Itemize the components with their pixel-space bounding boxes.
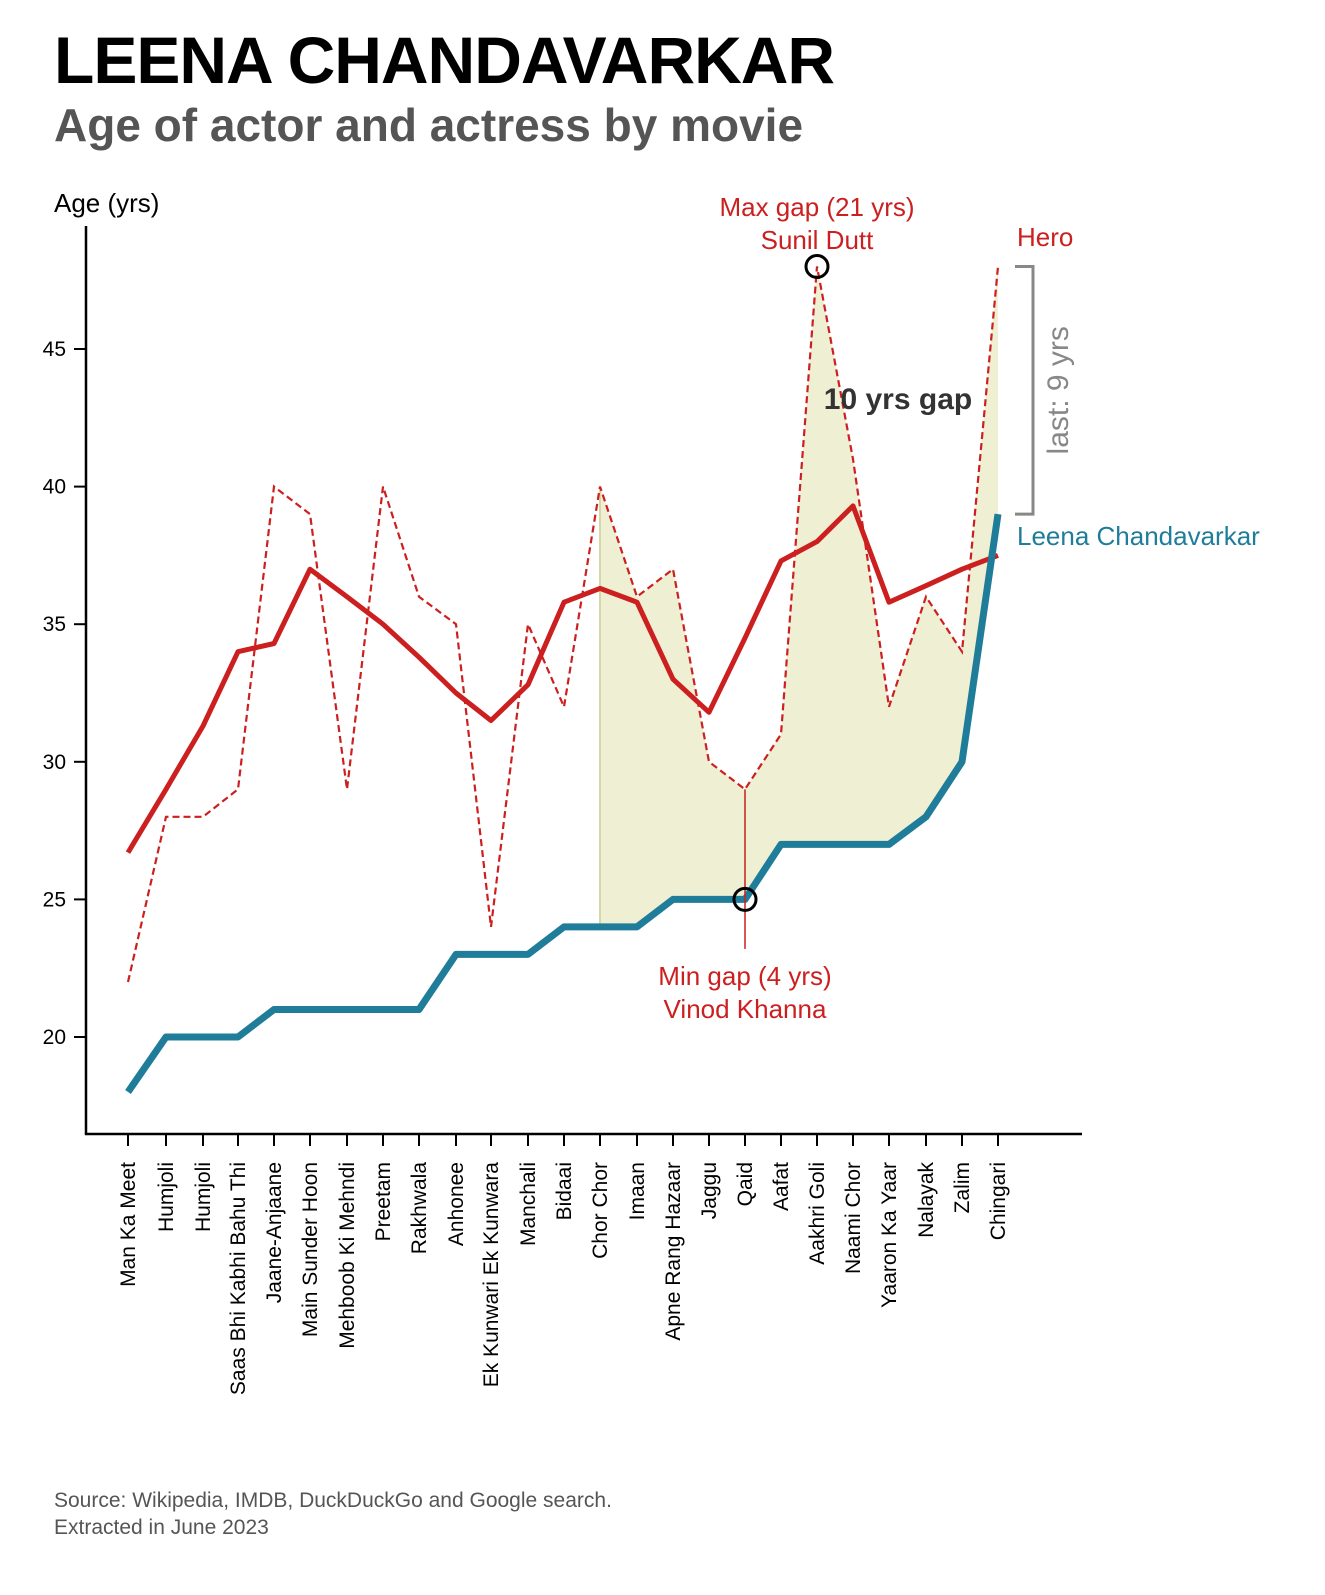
x-tick-label: Anhonee — [445, 1162, 468, 1246]
chart-subtitle: Age of actor and actress by movie — [54, 99, 804, 151]
x-tick-label: Humjoli — [192, 1162, 215, 1232]
source-note: Source: Wikipedia, IMDB, DuckDuckGo and … — [54, 1487, 612, 1541]
y-tick-label: 45 — [43, 338, 66, 361]
ticks-layer: 20 25 30 35 40 45 Man Ka Meet Humjoli Humjoli Saa… — [43, 338, 1010, 1395]
max-gap-label-line2: Sunil Dutt — [761, 225, 874, 255]
x-tick-label: Saas Bhi Kabhi Bahu Thi — [227, 1162, 250, 1395]
max-gap-label-line1: Max gap (21 yrs) — [719, 192, 914, 222]
y-tick-label: 40 — [43, 476, 66, 499]
age-line-chart: Age (yrs) 20 25 30 35 40 45 Man Ka Meet Humjoli… — [43, 188, 1261, 1395]
x-tick-label: Ek Kunwari Ek Kunwara — [480, 1162, 503, 1388]
hero-series-label: Hero — [1017, 222, 1073, 252]
x-tick-label: Yaaron Ka Yaar — [878, 1162, 901, 1308]
x-tick-label: Qaid — [734, 1162, 757, 1206]
x-tick-label: Man Ka Meet — [117, 1162, 140, 1287]
x-tick-label: Main Sunder Hoon — [299, 1162, 322, 1337]
x-tick-label: Jaane-Anjaane — [263, 1162, 286, 1303]
actress-age-line — [125, 513, 1002, 1094]
gap-fill-layer — [599, 266, 998, 927]
last-gap-bracket — [1015, 264, 1035, 516]
axes-layer: Age (yrs) — [54, 188, 1082, 1136]
x-tick-label: Imaan — [626, 1162, 649, 1220]
source-line-2: Extracted in June 2023 — [54, 1516, 269, 1539]
chart-title: LEENA CHANDAVARKAR — [54, 23, 835, 97]
x-tick-label: Mehboob Ki Mehndi — [336, 1162, 359, 1349]
last-gap-label: last: 9 yrs — [1042, 326, 1075, 454]
y-tick-label: 35 — [43, 613, 66, 636]
x-tick-label: Nalayak — [915, 1162, 938, 1238]
x-tick-label: Chingari — [987, 1162, 1010, 1240]
min-gap-marker — [732, 886, 758, 912]
hero-age-dashed-line — [126, 266, 1000, 983]
x-tick-label: Preetam — [372, 1162, 395, 1241]
source-line-1: Source: Wikipedia, IMDB, DuckDuckGo and … — [54, 1489, 612, 1512]
series-layer — [125, 266, 1002, 1094]
min-gap-label-line1: Min gap (4 yrs) — [658, 961, 831, 991]
y-tick-label: 25 — [43, 888, 66, 911]
actress-series-label: Leena Chandavarkar — [1017, 521, 1260, 551]
max-gap-marker — [804, 253, 830, 279]
annotation-layer: Max gap (21 yrs) Sunil Dutt Min gap (4 y… — [658, 192, 1260, 1024]
avg-gap-label: 10 yrs gap — [824, 383, 972, 416]
x-tick-label: Manchali — [517, 1162, 540, 1246]
y-axis-label: Age (yrs) — [54, 188, 159, 218]
x-tick-label: Zalim — [951, 1162, 974, 1213]
x-tick-label: Humjoli — [155, 1162, 178, 1232]
x-tick-label: Aafat — [770, 1162, 793, 1211]
x-tick-label: Jaggu — [698, 1162, 721, 1219]
x-tick-label: Bidaai — [553, 1162, 576, 1220]
x-tick-label: Aakhri Goli — [806, 1162, 829, 1265]
x-tick-label: Rakhwala — [408, 1162, 431, 1255]
y-tick-label: 20 — [43, 1026, 66, 1049]
min-gap-label-line2: Vinod Khanna — [664, 994, 827, 1024]
y-tick-label: 30 — [43, 751, 66, 774]
x-tick-label: Apne Rang Hazaar — [662, 1162, 685, 1341]
x-tick-label: Chor Chor — [589, 1162, 612, 1259]
hero-age-smoothed-line — [125, 503, 999, 854]
gap-shaded-area — [600, 266, 998, 927]
x-tick-label: Naami Chor — [842, 1162, 865, 1274]
